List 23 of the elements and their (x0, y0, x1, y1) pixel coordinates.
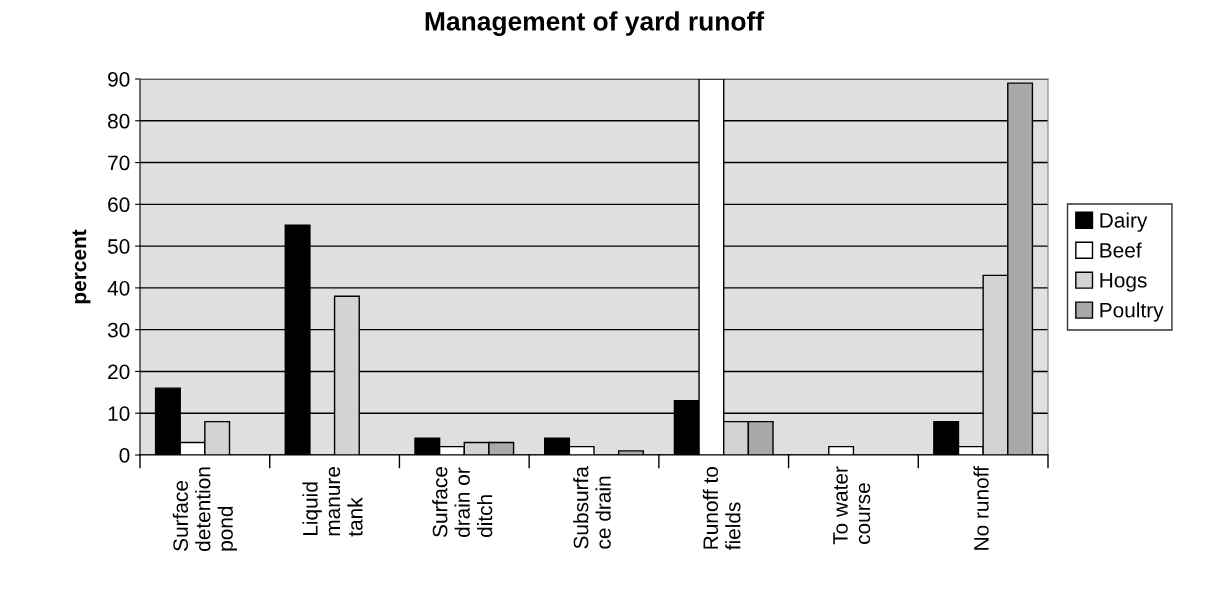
y-tick-label: 0 (119, 448, 130, 463)
y-tick-label: 20 (108, 364, 130, 380)
y-axis-title: percent (72, 229, 91, 304)
y-tick-label: 50 (107, 239, 130, 254)
x-tick-label: No runoff (973, 466, 989, 550)
x-tick-label: Subsurfa ce drain (573, 466, 611, 549)
legend-label: Poultry (1100, 302, 1164, 322)
x-tick-label: Runoff to fields (702, 466, 741, 550)
y-tick-label: 10 (108, 406, 130, 421)
y-tick-label: 80 (108, 113, 130, 129)
legend-label: Beef (1100, 242, 1142, 258)
y-tick-label: 90 (108, 72, 130, 87)
y-tick-label: 60 (108, 197, 130, 213)
y-tick-label: 40 (107, 280, 130, 296)
x-tick-label: Surface drain or ditch (432, 467, 493, 538)
x-tick-label: Surface detention pond (172, 467, 238, 551)
x-tick-label: To water course (833, 466, 871, 545)
legend-label: Hogs (1100, 273, 1147, 292)
y-tick-label: 70 (108, 155, 130, 171)
legend-label: Dairy (1100, 212, 1148, 232)
chart-title: Management of yard runoff (425, 11, 765, 36)
x-tick-label: Liquid manure tank (302, 467, 363, 537)
y-tick-label: 30 (107, 322, 130, 338)
